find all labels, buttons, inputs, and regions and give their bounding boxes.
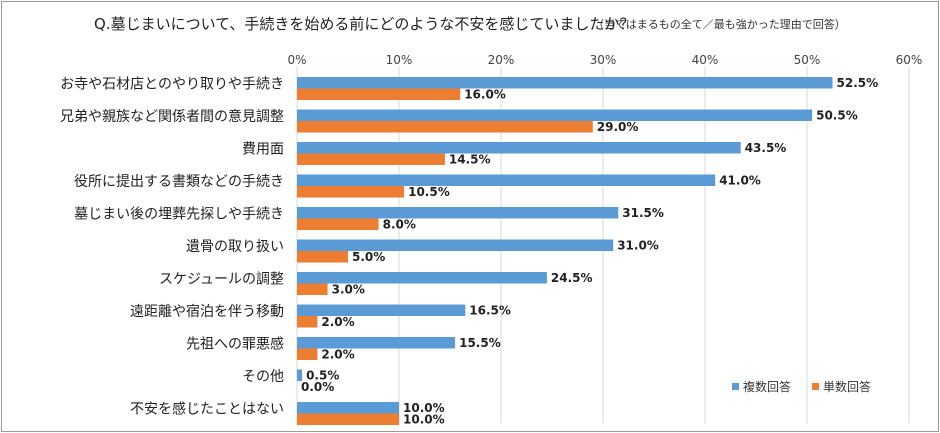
data-label: 2.0% <box>321 315 354 329</box>
data-label: 52.5% <box>837 76 879 90</box>
x-tick-label: 60% <box>896 53 923 67</box>
data-label: 31.5% <box>622 206 664 220</box>
x-tick-label: 10% <box>386 53 413 67</box>
bar-multiple <box>297 239 614 251</box>
category-label: お寺や石材店とのやり取りや手続き <box>60 76 284 93</box>
bar-single <box>297 413 399 425</box>
legend-swatch <box>812 383 819 390</box>
x-tick-label: 20% <box>488 53 515 67</box>
data-label: 5.0% <box>352 250 385 264</box>
category-label: 不安を感じたことはない <box>130 401 284 418</box>
bar-single <box>297 283 328 295</box>
data-label: 10.0% <box>403 413 445 427</box>
data-label: 10.0% <box>403 401 445 415</box>
x-tick-label: 0% <box>287 53 306 67</box>
category-label: スケジュールの調整 <box>159 272 284 288</box>
x-tick-label: 50% <box>794 53 821 67</box>
bar-single <box>297 348 318 360</box>
bar-multiple <box>297 77 833 89</box>
category-label: 役所に提出する書類などの手続き <box>74 173 284 190</box>
data-label: 0.5% <box>306 369 339 383</box>
data-label: 16.0% <box>464 88 506 102</box>
data-label: 10.5% <box>408 185 450 199</box>
category-label: 遺骨の取り扱い <box>186 239 284 255</box>
legend-label: 複数回答 <box>743 379 791 394</box>
data-label: 15.5% <box>459 336 501 350</box>
bar-single <box>297 153 445 165</box>
bar-multiple <box>297 207 619 219</box>
x-tick-label: 40% <box>692 53 719 67</box>
category-label: 先祖への罪悪感 <box>186 336 284 353</box>
legend-label: 単数回答 <box>823 379 871 394</box>
bar-multiple <box>297 337 456 349</box>
data-label: 24.5% <box>551 271 593 285</box>
data-label: 31.0% <box>617 239 659 253</box>
data-label: 2.0% <box>321 348 354 362</box>
data-label: 8.0% <box>383 218 416 232</box>
data-label: 0.0% <box>301 380 334 394</box>
bar-multiple <box>297 109 813 121</box>
bar-multiple <box>297 304 466 316</box>
bar-single <box>297 88 461 100</box>
data-label: 43.5% <box>745 141 787 155</box>
legend-swatch <box>732 383 739 390</box>
category-label: 費用面 <box>242 142 284 158</box>
bar-multiple <box>297 174 716 186</box>
bar-multiple <box>297 369 303 381</box>
bar-multiple <box>297 142 741 154</box>
bar-single <box>297 251 348 263</box>
chart-title: Q.墓じまいについて、手続きを始める前にどのような不安を感じていましたか？ <box>94 15 634 33</box>
data-label: 41.0% <box>719 174 761 188</box>
x-tick-label: 30% <box>590 53 617 67</box>
bar-multiple <box>297 402 399 414</box>
data-label: 3.0% <box>332 283 365 297</box>
category-label: 墓じまい後の埋葬先探しや手続き <box>74 206 284 223</box>
data-label: 14.5% <box>449 153 491 167</box>
bar-single <box>297 316 318 328</box>
category-label: その他 <box>242 369 284 385</box>
bar-single <box>297 186 405 198</box>
bar-single <box>297 218 379 230</box>
chart-subtitle: （当てはまるもの全て／最も強かった理由で回答） <box>593 17 846 31</box>
category-label: 遠距離や宿泊を伴う移動 <box>130 303 284 320</box>
data-label: 29.0% <box>597 120 639 134</box>
data-label: 50.5% <box>816 109 858 123</box>
bar-multiple <box>297 272 547 284</box>
bar-single <box>297 121 593 133</box>
data-label: 16.5% <box>469 304 511 318</box>
category-label: 兄弟や親族など関係者間の意見調整 <box>60 108 284 125</box>
